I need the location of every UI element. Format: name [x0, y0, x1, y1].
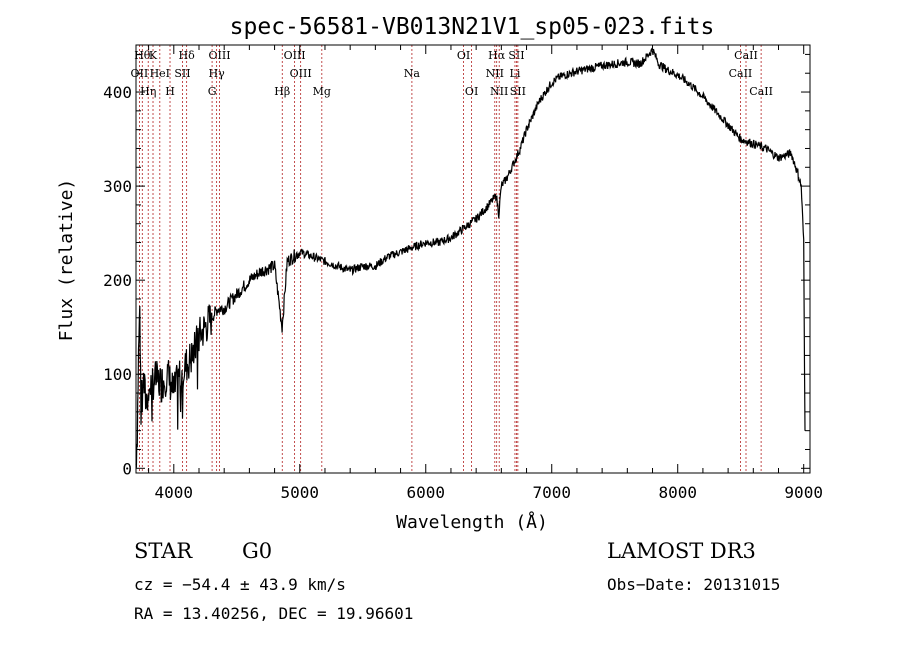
x-tick-label: 8000 [658, 483, 697, 502]
y-tick-label: 400 [103, 83, 132, 102]
spectral-line-label: NII [486, 67, 504, 80]
spectral-line-label: CaII [734, 49, 758, 62]
spectral-line-label: Hθ [134, 49, 151, 62]
x-axis-label: Wavelength (Å) [396, 511, 548, 533]
y-tick-label: 200 [103, 271, 132, 290]
x-tick-label: 9000 [784, 483, 823, 502]
chart-title: spec-56581-VB013N21V1_sp05-023.fits [230, 14, 715, 40]
spectral-line-label: HeI [150, 67, 170, 80]
spectral-line-label: K [149, 49, 158, 62]
object-class: STAR [134, 539, 193, 563]
spectral-line-label: OI [457, 49, 470, 62]
x-tick-label: 6000 [406, 483, 445, 502]
spectral-line-label: OIII [208, 49, 230, 62]
spectral-line-label: OI [465, 85, 478, 98]
spectral-line-label: Hγ [209, 67, 226, 80]
spectral-subclass: G0 [242, 539, 273, 563]
spectral-line-label: Hη [140, 85, 156, 98]
spectral-line-label: SII [174, 67, 190, 80]
axis-ticks: 4000 5000 6000 7000 8000 9000 0 100 200 300 400 [103, 45, 823, 502]
plot-frame [135, 44, 811, 474]
y-tick-label: 0 [122, 459, 132, 478]
observation-date: Obs−Date: 20131015 [607, 575, 781, 594]
spectral-line-label: Mg [313, 85, 331, 98]
spectral-line-label: CaII [729, 67, 753, 80]
y-tick-label: 100 [103, 365, 132, 384]
spectrum-line [135, 47, 806, 468]
spectral-line-label: Hδ [179, 49, 196, 62]
x-tick-label: 4000 [155, 483, 194, 502]
x-tick-label: 7000 [532, 483, 571, 502]
y-axis-label: Flux (relative) [56, 179, 77, 342]
spectral-line-label: SII [510, 85, 526, 98]
y-tick-label: 300 [103, 177, 132, 196]
spectral-line-label: Na [404, 67, 421, 80]
spectral-line-label: OIII [290, 67, 312, 80]
spectral-line-label: Hβ [274, 85, 290, 98]
spectral-line-label: H [165, 85, 175, 98]
spectral-line-label: CaII [749, 85, 773, 98]
redshift-velocity: cz = −54.4 ± 43.9 km/s [134, 575, 346, 594]
spectral-line-label: Hα [488, 49, 506, 62]
x-tick-label: 5000 [281, 483, 320, 502]
spectral-line-label: OIII [284, 49, 306, 62]
survey-name: LAMOST DR3 [607, 539, 756, 563]
coordinates: RA = 13.40256, DEC = 19.96601 [134, 604, 414, 623]
spectral-line-label: G [208, 85, 217, 98]
spectral-line-label: NII [490, 85, 508, 98]
spectral-line-label: Li [510, 67, 521, 80]
spectral-line-label: SII [508, 49, 524, 62]
